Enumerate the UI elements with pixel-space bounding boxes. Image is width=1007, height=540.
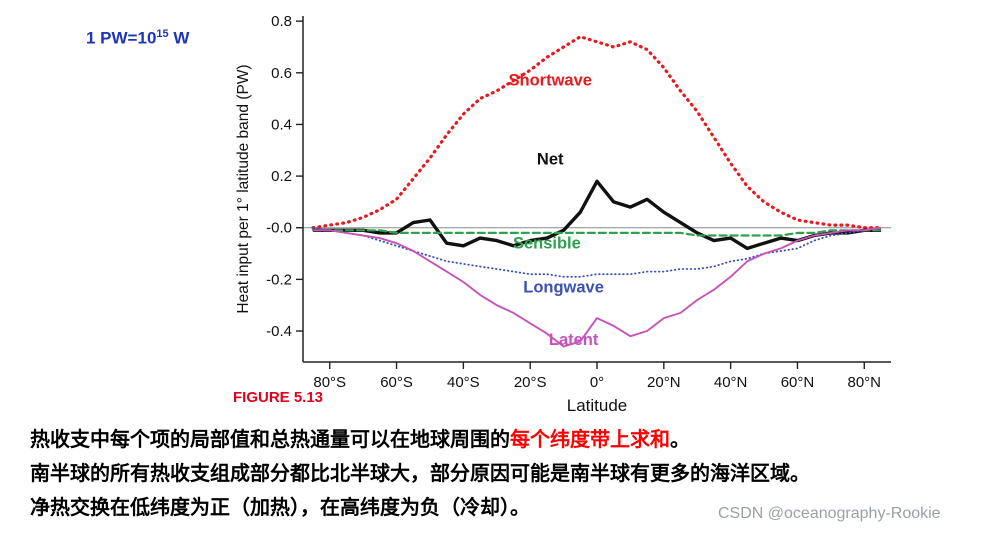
caption-line1-black: 热收支中每个项的局部值和总热通量可以在地球周围的 — [30, 429, 510, 451]
caption-line-1: 热收支中每个项的局部值和总热通量可以在地球周围的每个纬度带上求和。 — [30, 423, 810, 457]
pw-note-exponent: 15 — [156, 28, 169, 40]
series-latent — [313, 226, 882, 348]
x-tick-label: 0° — [590, 374, 604, 391]
heat-budget-chart-svg: 0.8 0.6 0.4 0.2 -0.0 -0.2 -0.4 80°S 60°S 40°S 20°S… — [235, 13, 891, 415]
x-axis-title: Latitude — [567, 396, 628, 415]
x-tick-label: 20°S — [514, 374, 547, 391]
label-longwave: Longwave — [523, 278, 604, 296]
y-axis-title: Heat input per 1° latitude band (PW) — [235, 64, 252, 313]
pw-note-unit: W — [168, 28, 190, 48]
caption-line-3: 净热交换在低纬度为正（加热），在高纬度为负（冷却）。 — [30, 497, 530, 519]
caption-text-block: 热收支中每个项的局部值和总热通量可以在地球周围的每个纬度带上求和。 南半球的所有… — [30, 423, 810, 525]
watermark: CSDN @oceanography-Rookie — [718, 505, 941, 522]
y-tick-label: 0.6 — [271, 65, 292, 82]
y-tick-label: 0.8 — [271, 13, 292, 30]
series-net — [313, 179, 881, 251]
y-tick-label: -0.4 — [266, 323, 292, 340]
series-shortwave — [311, 35, 883, 230]
pw-definition-note: 1 PW=1015 W — [86, 28, 189, 49]
figure-caption: FIGURE 5.13 — [233, 389, 324, 406]
series-longwave — [312, 226, 882, 278]
x-tick-label: 20°N — [647, 374, 681, 391]
x-tick-label: 80°S — [313, 374, 346, 391]
caption-line1-red: 每个纬度带上求和 — [510, 429, 670, 451]
x-tick-label: 60°N — [781, 374, 815, 391]
x-tick-label: 60°S — [380, 374, 413, 391]
heat-budget-chart: 0.8 0.6 0.4 0.2 -0.0 -0.2 -0.4 80°S 60°S 40°S 20°S… — [228, 4, 918, 422]
y-tick-label: 0.2 — [271, 168, 292, 185]
x-tick-label: 80°N — [848, 374, 882, 391]
x-tick-label: 40°S — [447, 374, 480, 391]
label-net: Net — [537, 150, 564, 168]
label-sensible: Sensible — [513, 234, 581, 252]
pw-note-base: 1 PW=10 — [86, 28, 157, 48]
label-latent: Latent — [549, 331, 599, 349]
y-tick-label: 0.4 — [271, 116, 292, 133]
caption-line1-tail: 。 — [670, 429, 690, 451]
x-tick-label: 40°N — [714, 374, 748, 391]
y-tick-label: -0.0 — [266, 220, 292, 237]
y-tick-label: -0.2 — [266, 271, 292, 288]
caption-line-2: 南半球的所有热收支组成部分都比北半球大，部分原因可能是南半球有更多的海洋区域。 — [30, 463, 810, 485]
series-sensible — [311, 229, 883, 237]
label-shortwave: Shortwave — [509, 72, 592, 90]
